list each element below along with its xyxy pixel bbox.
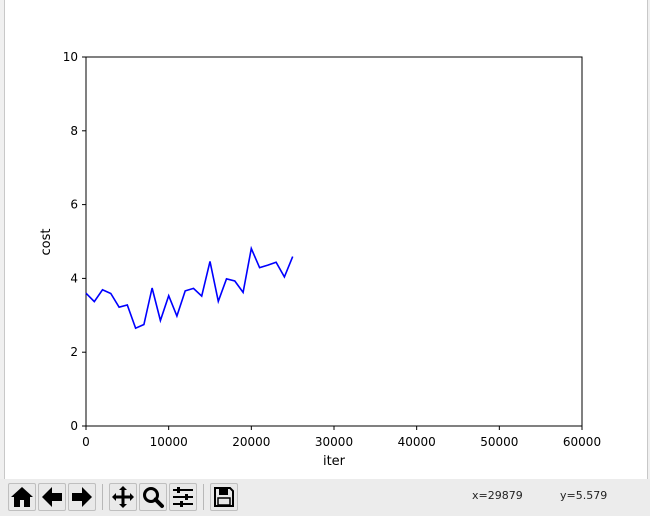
toolbar-separator <box>203 484 204 510</box>
line-chart: 0 10000 20000 30000 40000 50000 60000 0246810 … <box>39 50 601 469</box>
x-tick-label: 30000 <box>315 435 353 449</box>
cursor-x-readout: x=29879 <box>472 489 523 502</box>
back-button[interactable] <box>38 483 66 511</box>
x-tick-label: 0 <box>82 435 90 449</box>
navigation-toolbar: x=29879 y=5.579 <box>0 479 650 516</box>
y-tick-label: 6 <box>70 198 78 212</box>
toolbar-separator <box>102 484 103 510</box>
x-tick-label: 40000 <box>398 435 436 449</box>
series-line <box>85 245 294 330</box>
home-icon <box>11 487 33 507</box>
x-axis: 0 10000 20000 30000 40000 50000 60000 <box>82 426 601 449</box>
x-tick-label: 60000 <box>563 435 601 449</box>
x-tick-label: 20000 <box>232 435 270 449</box>
y-tick-label: 2 <box>70 345 78 359</box>
y-axis-label: cost <box>39 229 54 256</box>
y-tick-label: 4 <box>70 271 78 285</box>
move-icon <box>112 486 134 508</box>
save-button[interactable] <box>210 483 238 511</box>
y-tick-label: 8 <box>70 124 78 138</box>
configure-subplots-button[interactable] <box>169 483 197 511</box>
home-button[interactable] <box>8 483 36 511</box>
arrow-right-icon <box>72 487 92 507</box>
x-axis-label: iter <box>323 454 346 469</box>
magnifier-icon <box>143 487 164 508</box>
cursor-y-readout: y=5.579 <box>560 489 608 502</box>
zoom-button[interactable] <box>139 483 167 511</box>
arrow-left-icon <box>42 487 62 507</box>
x-tick-label: 10000 <box>150 435 188 449</box>
y-axis: 0 2 4 6 8 10 <box>63 50 86 433</box>
figure-canvas[interactable]: 0 10000 20000 30000 40000 50000 60000 0 2 4 6 8 10 … <box>4 0 648 479</box>
floppy-disk-icon <box>214 487 234 507</box>
y-tick-label: 0 <box>70 419 78 433</box>
plot-area <box>85 56 583 427</box>
y-tick-label: 10 <box>63 50 78 64</box>
x-tick-label: 50000 <box>480 435 518 449</box>
sliders-icon <box>173 487 193 507</box>
forward-button[interactable] <box>68 483 96 511</box>
pan-button[interactable] <box>109 483 137 511</box>
